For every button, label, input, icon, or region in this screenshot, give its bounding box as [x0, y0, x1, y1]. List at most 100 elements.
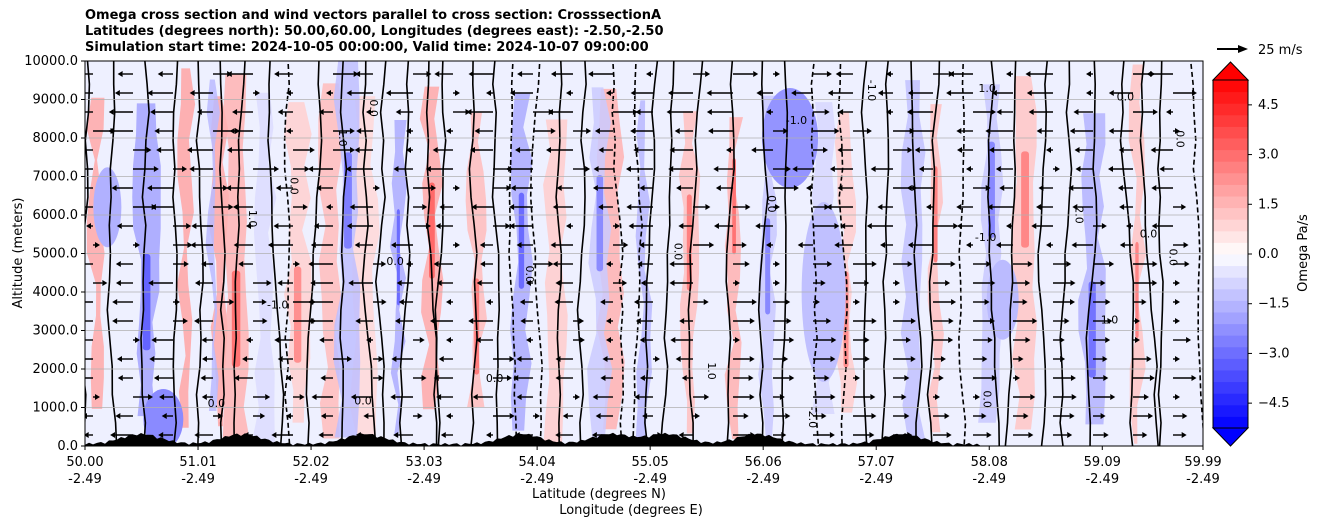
wind-vector-head	[1119, 204, 1125, 210]
wind-vector-head	[600, 299, 606, 305]
wind-vector-head	[1064, 318, 1070, 324]
wind-vector-head	[1100, 280, 1106, 286]
wind-vector-head	[196, 109, 202, 115]
wind-vector-head	[509, 204, 515, 210]
wind-vector-head	[446, 128, 451, 134]
wind-vector-head	[678, 432, 684, 438]
colorbar-tick-label: 1.5	[1258, 197, 1279, 212]
x-tick-label-latitude: 58.08	[971, 455, 1008, 470]
wind-vector-head	[1071, 242, 1077, 248]
wind-vector-head	[1036, 128, 1042, 134]
wind-vector-head	[455, 242, 460, 248]
wind-vector-head	[1181, 432, 1187, 438]
x-tick-label-latitude: 52.02	[292, 455, 329, 470]
wind-vector-head	[187, 242, 193, 248]
wind-vector-head	[150, 204, 156, 210]
y-tick-label: 7000.0	[33, 170, 79, 185]
wind-vector-head	[425, 166, 431, 172]
wind-vector-head	[398, 299, 404, 305]
wind-vector-head	[864, 337, 870, 343]
wind-vector-head	[78, 261, 83, 267]
wind-vector-head	[1175, 299, 1180, 305]
wind-vector-head	[956, 128, 962, 134]
wind-vector-head	[1086, 71, 1091, 77]
wind-vector-head	[1159, 166, 1165, 172]
wind-vector-head	[751, 299, 757, 305]
colorbar-segment	[1213, 346, 1248, 359]
wind-vector-head	[991, 375, 997, 381]
colorbar-segment	[1213, 196, 1248, 209]
x-tick-label-latitude: 56.06	[745, 455, 782, 470]
wind-vector-head	[355, 71, 361, 77]
wind-vector-head	[431, 185, 437, 191]
wind-vector-head	[286, 375, 291, 381]
wind-vector-head	[406, 261, 411, 267]
wind-vector-head	[546, 147, 552, 153]
wind-vector-head	[194, 432, 200, 438]
x-tick-label-latitude: 59.09	[1084, 455, 1121, 470]
wind-vector-head	[556, 185, 562, 191]
wind-vector-head	[1032, 318, 1038, 324]
wind-vector-head	[550, 128, 556, 134]
wind-vector-head	[866, 128, 872, 134]
wind-vector-head	[591, 432, 597, 438]
wind-vector-head	[505, 166, 511, 172]
wind-vectors	[76, 71, 1197, 438]
wind-vector-head	[1025, 337, 1031, 343]
negative-omega-band	[635, 100, 653, 440]
wind-vector-head	[406, 147, 411, 153]
wind-vector-head	[775, 204, 780, 210]
colorbar-tick-label: −3.0	[1258, 346, 1290, 361]
wind-vector-head	[1146, 356, 1152, 362]
wind-vector-head	[472, 394, 478, 400]
wind-vector-head	[246, 337, 251, 343]
wind-vector-head	[1146, 71, 1152, 77]
wind-vector-head	[907, 147, 913, 153]
wind-vector-head	[639, 337, 645, 343]
wind-vector-head	[815, 299, 820, 305]
wind-vector-head	[201, 261, 207, 267]
wind-vector-head	[435, 223, 441, 229]
wind-vector-head	[1142, 432, 1148, 438]
wind-vector-head	[826, 204, 832, 210]
wind-vector-head	[895, 280, 900, 286]
negative-contour-line	[958, 61, 967, 446]
wind-vector-head	[1108, 166, 1114, 172]
title-line-2: Latitudes (degrees north): 50.00,60.00, …	[85, 24, 664, 39]
wind-vector-head	[901, 394, 907, 400]
wind-vector-head	[366, 337, 371, 343]
wind-vector-head	[1135, 337, 1140, 343]
contour-label: 1.0	[246, 210, 259, 228]
wind-vector-head	[1175, 128, 1180, 134]
wind-vector-head	[823, 147, 829, 153]
wind-vector-head	[548, 261, 554, 267]
wind-vector-head	[135, 242, 140, 248]
wind-vector-head	[115, 261, 121, 267]
negative-contour-line	[508, 61, 518, 446]
wind-vector-head	[1151, 185, 1157, 191]
wind-vector-head	[320, 375, 326, 381]
wind-vector-head	[562, 413, 568, 419]
wind-vector-head	[906, 185, 912, 191]
x-axis: 50.00 -2.49 51.01 -2.49 52.02 -2.49 53.03 -2.49…	[66, 446, 1222, 487]
wind-vector-head	[189, 90, 195, 96]
wind-vector-head	[433, 261, 439, 267]
wind-vector-head	[1103, 432, 1109, 438]
wind-vector-head	[996, 109, 1002, 115]
colorbar-segment	[1213, 103, 1248, 116]
wind-vector-head	[886, 109, 891, 115]
wind-vector-head	[1025, 280, 1031, 286]
wind-vector-head	[755, 223, 761, 229]
wind-vector-head	[1126, 223, 1131, 229]
vector-key-label: 25 m/s	[1258, 43, 1303, 58]
contour-label: -1.0	[975, 231, 996, 244]
wind-vector-head	[705, 71, 711, 77]
wind-vector-head	[1046, 242, 1051, 248]
wind-vector-head	[880, 242, 886, 248]
wind-vector-head	[877, 204, 883, 210]
wind-vector-head	[669, 261, 675, 267]
wind-vector-head	[1186, 337, 1192, 343]
wind-vector-head	[76, 71, 81, 77]
wind-vector-head	[149, 356, 155, 362]
wind-vector-head	[751, 147, 757, 153]
